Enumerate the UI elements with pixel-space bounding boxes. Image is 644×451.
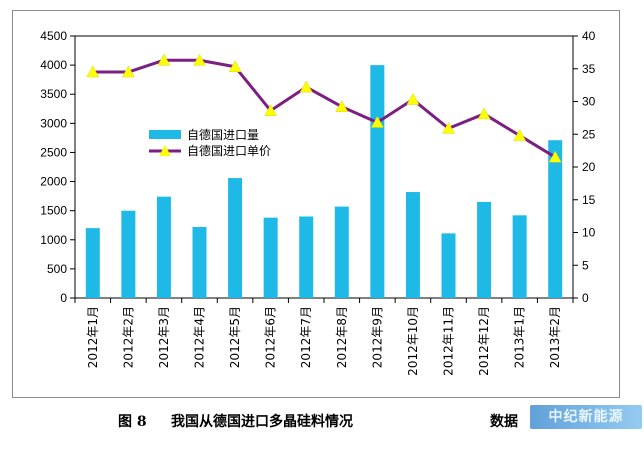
left-axis-tick-label: 0 [60,291,67,305]
chart-svg: 0 500 1000 1500 2000 2500 3000 3500 4000 4500 0 5 10… [40,29,596,376]
right-axis-tick-label: 35 [582,62,596,76]
left-axis-tick-label: 1000 [40,233,67,247]
left-axis-tick-label: 3500 [40,87,67,101]
x-axis-category-label: 2012年2月 [121,306,135,368]
x-axis-category-label: 2012年3月 [157,306,171,368]
right-axis-tick-label: 30 [582,95,596,109]
bar-import-volume [192,226,207,298]
bar-import-volume [156,196,171,298]
x-axis-category-label: 2012年10月 [406,306,420,376]
x-axis-category-label: 2012年12月 [477,306,491,376]
price-point-marker [477,107,491,120]
bar-import-volume [263,217,278,298]
bar-import-volume [299,216,314,298]
figure-number: 图 8 [118,414,147,430]
x-axis-category-label: 2013年1月 [513,306,527,368]
bar-import-volume [512,215,527,298]
price-point-marker [513,129,527,141]
x-axis-category-label: 2012年6月 [264,306,278,368]
x-axis-category-label: 2012年9月 [370,306,384,368]
right-axis-tick-label: 10 [582,226,596,240]
bar-import-volume [477,201,492,298]
x-axis-category-label: 2012年4月 [193,306,207,368]
watermark-logo: 中纪新能源 [530,405,642,429]
price-point-marker [121,65,135,78]
legend-swatch-price-marker [159,145,171,156]
right-axis-tick-label: 5 [582,258,589,272]
legend-label-price: 自德国进口单价 [187,143,271,158]
legend-swatch-volume [149,130,181,139]
bar-import-volume [228,178,243,298]
left-axis-tick-label: 2500 [40,145,67,159]
bar-import-volume [121,210,136,298]
right-axis-tick-label: 0 [582,291,589,305]
right-axis-tick-label: 25 [582,127,596,141]
legend-label-volume: 自德国进口量 [187,127,259,142]
price-point-marker [299,80,313,93]
figure-title: 我国从德国进口多晶硅料情况 [171,414,353,430]
x-axis-category-label: 2012年11月 [442,306,456,376]
left-axis-tick-label: 4500 [40,29,67,43]
x-axis-category-label: 2012年7月 [299,306,313,368]
right-axis-tick-label: 20 [582,160,596,174]
bar-import-volume [370,65,385,298]
right-axis-tick-label: 15 [582,193,596,207]
bar-import-volume [548,140,563,298]
plot-area [74,35,574,299]
price-point-marker [157,53,171,66]
price-point-marker [370,115,384,128]
line-import-price [92,58,556,159]
left-axis-tick-label: 4000 [40,58,67,72]
left-axis-tick-label: 500 [47,262,67,276]
x-axis-category-label: 2012年1月 [86,306,100,368]
price-point-marker [442,121,455,134]
right-axis-tick-label: 40 [582,29,596,43]
x-axis-category-label: 2012年5月 [228,306,242,368]
bar-import-volume [405,192,420,298]
price-point-marker [193,53,206,66]
bar-import-volume [85,228,100,298]
bar-import-volume [334,206,349,298]
left-axis-tick-label: 3000 [40,116,67,130]
left-axis-tick-label: 1500 [40,204,67,218]
price-point-marker [548,150,562,163]
price-point-marker [228,60,242,73]
chart-frame: 0 500 1000 1500 2000 2500 3000 3500 4000 4500 0 5 10… [12,10,620,398]
bar-import-volume [441,233,456,298]
x-axis-category-label: 2012年8月 [335,306,349,368]
price-point-marker [406,93,420,105]
x-axis-category-label: 2013年2月 [548,306,562,368]
left-axis-tick-label: 2000 [40,175,67,189]
price-point-marker [264,104,278,116]
figure-source: 数据 [490,414,518,430]
price-point-marker [335,100,349,112]
price-point-marker [86,65,100,78]
